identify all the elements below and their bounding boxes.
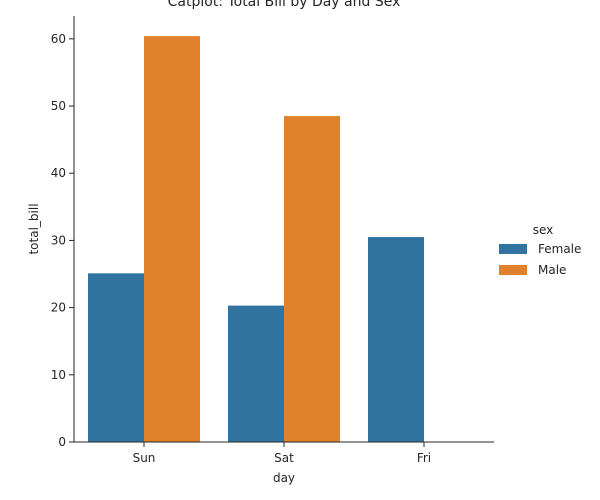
y-tick-label: 60 <box>51 32 66 46</box>
legend-label-female: Female <box>538 242 581 256</box>
y-tick-label: 40 <box>51 166 66 180</box>
x-tick-label-fri: Fri <box>417 451 431 465</box>
y-tick-label: 0 <box>58 435 66 449</box>
x-tick-label-sat: Sat <box>274 451 294 465</box>
legend: sex Female Male <box>499 223 581 277</box>
y-tick-label: 10 <box>51 368 66 382</box>
chart-title: Catplot: Total Bill by Day and Sex <box>168 0 401 10</box>
legend-swatch-male <box>499 265 527 275</box>
bar-female-fri <box>368 237 424 442</box>
y-tick-label: 20 <box>51 301 66 315</box>
bar-male-sat <box>284 116 340 442</box>
y-axis-label: total_bill <box>27 203 41 254</box>
legend-swatch-female <box>499 244 527 254</box>
y-axis: 0 10 20 30 40 50 60 <box>51 16 75 449</box>
bar-female-sun <box>88 273 144 442</box>
bar-male-sun <box>144 36 200 443</box>
x-tick-label-sun: Sun <box>133 451 156 465</box>
bars-group <box>88 36 424 443</box>
legend-label-male: Male <box>538 263 566 277</box>
y-tick-label: 50 <box>51 99 66 113</box>
x-axis-label: day <box>273 471 295 485</box>
x-axis: Sun Sat Fri <box>74 441 494 465</box>
bar-female-sat <box>228 305 284 442</box>
y-tick-label: 30 <box>51 233 66 247</box>
legend-title: sex <box>533 223 554 237</box>
